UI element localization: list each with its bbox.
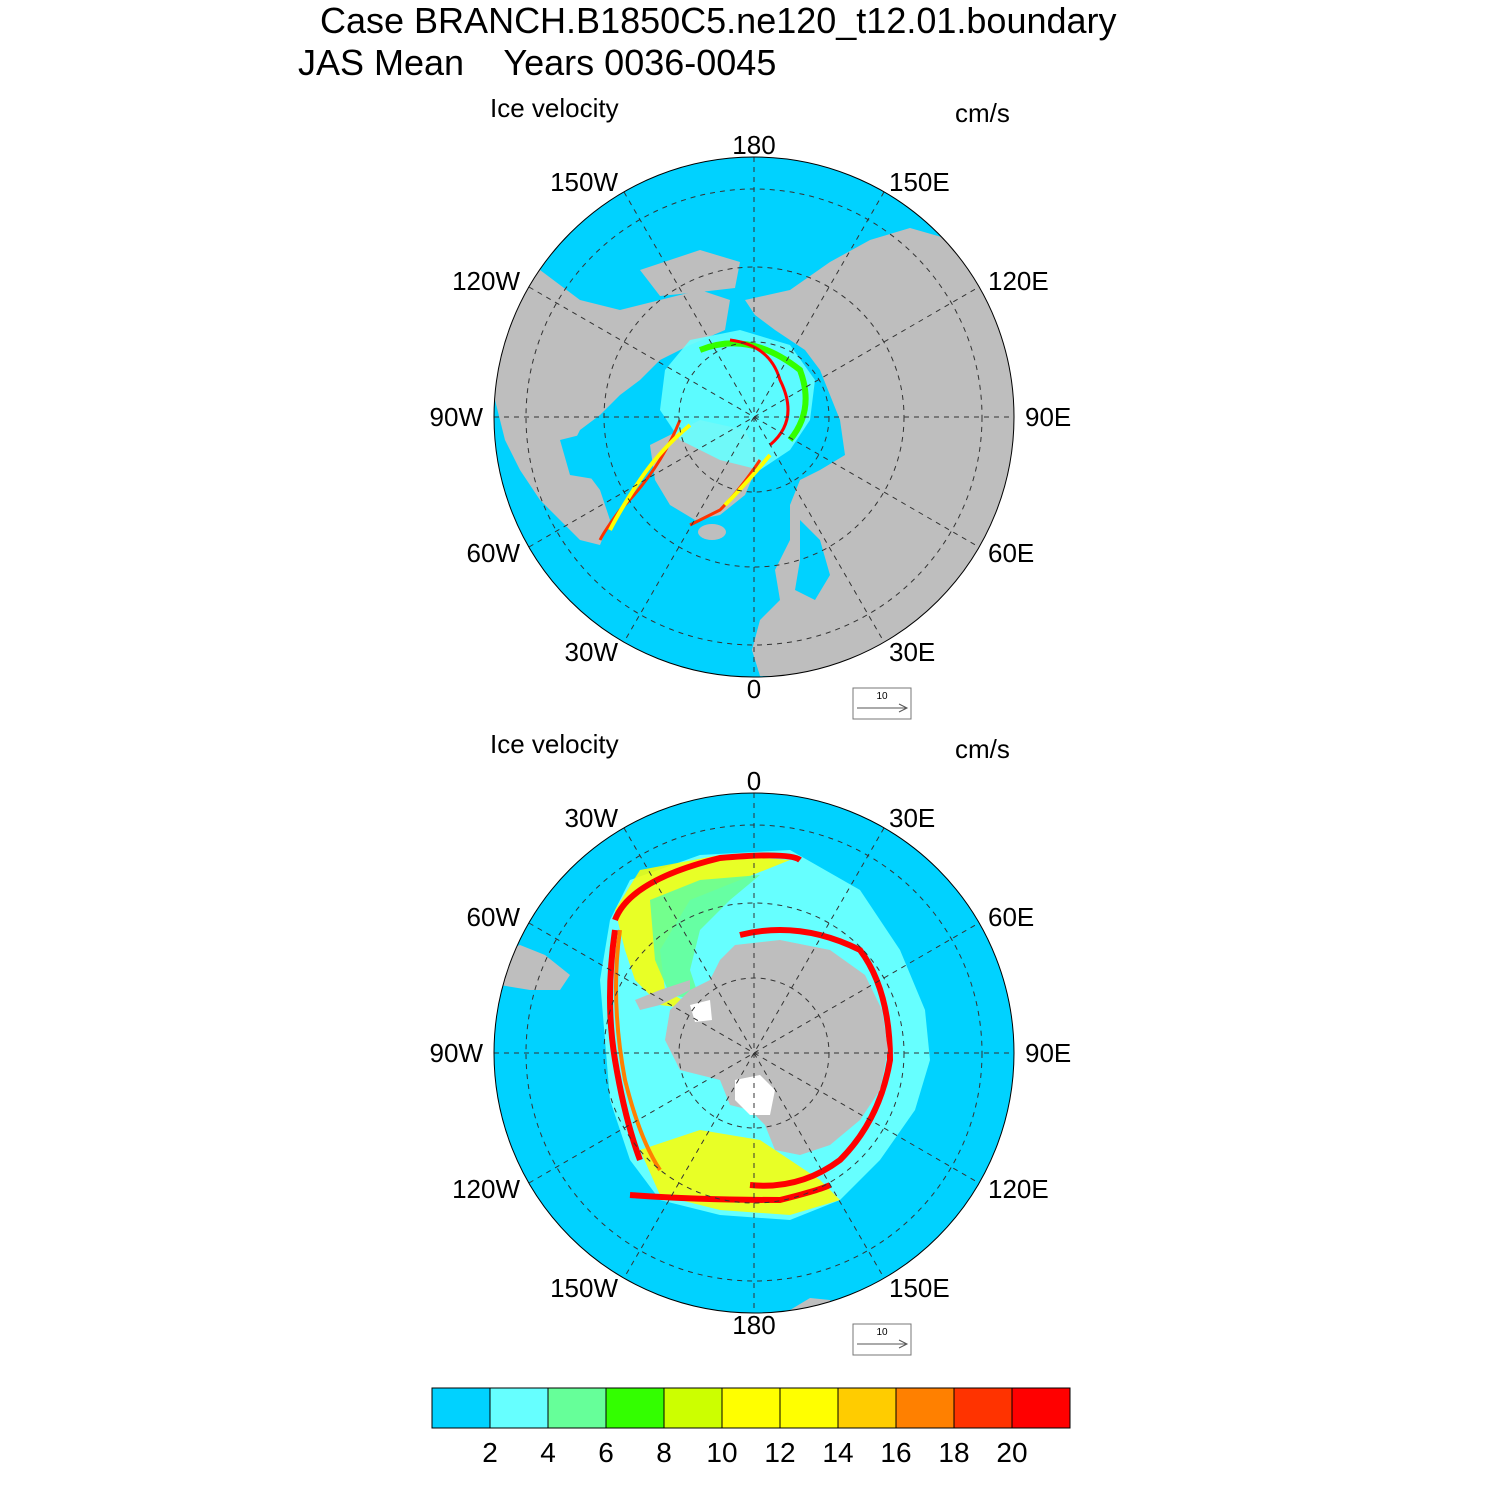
north-lon-top: 180 — [732, 130, 775, 160]
colorbar-tick-label: 12 — [764, 1437, 795, 1468]
west-orange-streak — [614, 929, 662, 1172]
colorbar-tick-label: 2 — [482, 1437, 498, 1468]
colorbar-swatch — [547, 1387, 607, 1429]
south-lon-right: 90E — [1025, 1038, 1071, 1068]
north-frame — [493, 156, 1015, 678]
north-lon-mid-lower-right: 60E — [988, 538, 1034, 568]
colorbar-tick-label: 10 — [706, 1437, 737, 1468]
north-reference-vector: 10 — [852, 687, 912, 720]
south-units-label: cm/s — [955, 734, 1010, 764]
iceland-land — [698, 524, 726, 540]
baffin-yellow — [608, 423, 692, 531]
south-lon-bottom: 180 — [732, 1310, 775, 1340]
colorbar-tick-label: 4 — [540, 1437, 556, 1468]
arctic-ice-band — [660, 330, 815, 470]
ice-streak-green — [698, 340, 809, 442]
south-reference-vector: 10 — [852, 1323, 912, 1356]
south-lon-mid-upper-right: 60E — [988, 902, 1034, 932]
fram-streak — [689, 459, 762, 527]
north-lon-lower-left: 30W — [565, 637, 619, 667]
south-frame — [493, 792, 1015, 1314]
alaska-land — [640, 250, 740, 296]
colorbar-tick-label: 6 — [598, 1437, 614, 1468]
colorbar-tick-label: 20 — [996, 1437, 1027, 1468]
south-lon-top: 0 — [747, 766, 761, 796]
south-lon-left: 90W — [430, 1038, 484, 1068]
north-units-label: cm/s — [955, 98, 1010, 128]
south-ref-vector-label: 10 — [876, 1327, 888, 1338]
south-lon-mid-lower-left: 120W — [452, 1174, 520, 1204]
south-lon-lower-right: 150E — [889, 1273, 950, 1303]
colorbar-swatch — [721, 1387, 781, 1429]
ross-ice-yellow — [640, 1130, 840, 1215]
south-variable-label: Ice velocity — [490, 729, 619, 759]
antarctic-ice-yellow — [615, 855, 790, 1010]
colorbar-swatch — [953, 1387, 1013, 1429]
colorbar-swatch — [895, 1387, 955, 1429]
north-america-land — [494, 270, 730, 545]
north-lon-right: 90E — [1025, 402, 1071, 432]
north-lon-lower-right: 30E — [889, 637, 935, 667]
south-panel: Ice velocity cm/s — [430, 729, 1072, 1356]
colorbar-swatch — [1011, 1387, 1071, 1429]
north-lon-upper-left: 150W — [550, 167, 618, 197]
south-lon-upper-right: 30E — [889, 803, 935, 833]
colorbar-swatch — [605, 1387, 665, 1429]
south-lon-lower-left: 150W — [550, 1273, 618, 1303]
antarctic-peninsula — [635, 980, 690, 1010]
north-panel: Ice velocity cm/s — [430, 93, 1072, 720]
colorbar-swatch — [779, 1387, 839, 1429]
colorbar-swatch — [431, 1387, 491, 1429]
fast-ice-ring — [607, 852, 894, 1204]
south-lon-mid-lower-right: 120E — [988, 1174, 1049, 1204]
colorbar: 2 4 6 8 10 12 14 16 18 20 — [431, 1387, 1071, 1468]
north-lon-upper-right: 150E — [889, 167, 950, 197]
ice-streak-red — [729, 338, 790, 447]
antarctica-land — [665, 940, 888, 1155]
colorbar-tick-label: 14 — [822, 1437, 853, 1468]
colorbar-tick-label: 8 — [656, 1437, 672, 1468]
colorbar-tick-label: 18 — [938, 1437, 969, 1468]
north-lon-mid-upper-left: 120W — [452, 266, 520, 296]
north-lon-bottom: 0 — [747, 674, 761, 704]
season-title: JAS Mean Years 0036-0045 — [298, 42, 777, 83]
north-lon-mid-lower-left: 60W — [467, 538, 521, 568]
ross-ice-shelf — [735, 1075, 775, 1115]
case-title: Case BRANCH.B1850C5.ne120_t12.01.boundar… — [320, 0, 1117, 41]
baltic-sea — [795, 520, 830, 600]
colorbar-swatch — [837, 1387, 897, 1429]
colorbar-swatch — [663, 1387, 723, 1429]
north-variable-label: Ice velocity — [490, 93, 619, 123]
hudson-bay — [560, 430, 615, 480]
weddell-gyre-green — [650, 875, 760, 1000]
north-lon-labels: 180 0 90W 90E 150W 150E 120W 120E 60W 60… — [430, 130, 1072, 704]
south-lon-labels: 0 180 90W 90E 30W 30E 60W 60E 120W 120E … — [430, 766, 1072, 1340]
fram-yellow — [723, 453, 772, 507]
north-ref-vector-label: 10 — [876, 691, 888, 702]
north-map — [494, 157, 1014, 677]
colorbar-tick-label: 16 — [880, 1437, 911, 1468]
north-lon-left: 90W — [430, 402, 484, 432]
weddell-ice-shelf — [690, 1000, 712, 1022]
north-graticule — [494, 157, 1014, 677]
colorbar-swatch — [489, 1387, 549, 1429]
south-lon-mid-upper-left: 60W — [467, 902, 521, 932]
south-graticule — [494, 793, 1014, 1313]
south-lon-upper-left: 30W — [565, 803, 619, 833]
north-lon-mid-upper-right: 120E — [988, 266, 1049, 296]
